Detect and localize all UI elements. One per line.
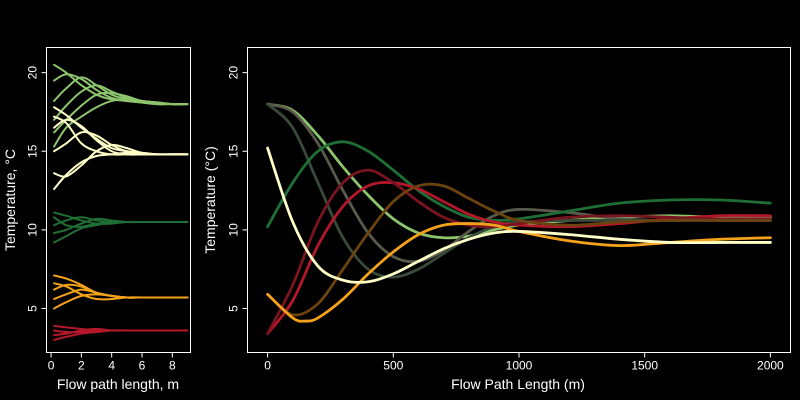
- right-series-line-5: [266, 168, 772, 336]
- left-lines: [53, 63, 189, 341]
- right-x-tick-label-1: 500: [383, 359, 403, 373]
- right-x-tick-label-4: 2000: [757, 359, 784, 373]
- right-lines: [266, 102, 772, 336]
- left-x-tick-label-1: 2: [78, 359, 85, 373]
- right-series-line-3: [266, 140, 772, 229]
- right-y-axis-label: Temperature (°C): [202, 146, 218, 254]
- left-y-axis-label: Temperature, °C: [2, 149, 18, 251]
- left-x-tick-label-2: 4: [108, 359, 115, 373]
- left-y-tick-label-3: 20: [26, 66, 40, 80]
- left-series-line-16: [53, 220, 189, 244]
- right-y-tick-label-1: 10: [227, 223, 241, 237]
- left-series-line-25: [53, 329, 189, 341]
- left-y-tick-label-1: 10: [26, 223, 40, 237]
- right-y-tick-label-0: 5: [227, 305, 241, 312]
- right-x-ticks: 0 500 1000 1500 2000: [264, 352, 784, 373]
- left-series-line-21: [53, 293, 189, 310]
- left-plot-frame: [46, 47, 191, 353]
- left-y-tick-label-0: 5: [26, 305, 40, 312]
- left-panel: 0 2 4 6 8 5 10 15 20 Flow path length, m Temper…: [2, 47, 191, 392]
- right-series-line-7: [266, 222, 772, 323]
- left-series-line-11: [53, 151, 189, 190]
- left-x-tick-label-3: 6: [139, 359, 146, 373]
- right-series-line-8: [266, 146, 772, 284]
- right-x-tick-label-3: 1500: [631, 359, 658, 373]
- left-x-ticks: 0 2 4 6 8: [48, 352, 176, 373]
- right-panel: 0 500 1000 1500 2000 5 10 15 20 Flow Path Lengt…: [202, 47, 791, 392]
- left-y-tick-label-2: 15: [26, 144, 40, 158]
- right-x-axis-label: Flow Path Length (m): [451, 376, 585, 392]
- right-y-ticks: 5 10 15 20: [227, 66, 248, 312]
- right-y-tick-label-2: 15: [227, 144, 241, 158]
- left-x-axis-label: Flow path length, m: [57, 376, 179, 392]
- left-x-tick-label-0: 0: [48, 359, 55, 373]
- right-y-tick-label-3: 20: [227, 66, 241, 80]
- right-x-tick-label-0: 0: [264, 359, 271, 373]
- left-y-ticks: 5 10 15 20: [26, 66, 47, 312]
- right-x-tick-label-2: 1000: [506, 359, 533, 373]
- right-series-line-6: [266, 182, 772, 317]
- left-x-tick-label-4: 8: [169, 359, 176, 373]
